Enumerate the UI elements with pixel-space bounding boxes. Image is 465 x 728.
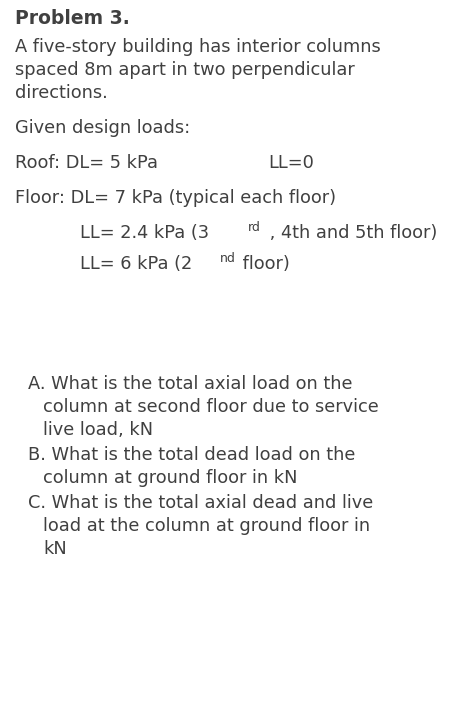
Text: live load, kN: live load, kN	[43, 421, 153, 439]
Text: Roof: DL= 5 kPa: Roof: DL= 5 kPa	[15, 154, 158, 172]
Text: column at ground floor in kN: column at ground floor in kN	[43, 469, 298, 487]
Text: Given design loads:: Given design loads:	[15, 119, 190, 137]
Text: nd: nd	[220, 252, 236, 265]
Text: C. What is the total axial dead and live: C. What is the total axial dead and live	[28, 494, 373, 512]
Text: Problem 3.: Problem 3.	[15, 9, 130, 28]
Text: A. What is the total axial load on the: A. What is the total axial load on the	[28, 375, 352, 393]
Text: A five-story building has interior columns: A five-story building has interior colum…	[15, 38, 381, 56]
Text: floor): floor)	[237, 255, 290, 273]
Text: LL=0: LL=0	[268, 154, 314, 172]
Text: kN: kN	[43, 540, 66, 558]
Text: LL= 2.4 kPa (3: LL= 2.4 kPa (3	[80, 224, 209, 242]
Text: column at second floor due to service: column at second floor due to service	[43, 398, 379, 416]
Text: directions.: directions.	[15, 84, 108, 102]
Text: LL= 6 kPa (2: LL= 6 kPa (2	[80, 255, 192, 273]
Text: spaced 8m apart in two perpendicular: spaced 8m apart in two perpendicular	[15, 61, 355, 79]
Text: Floor: DL= 7 kPa (typical each floor): Floor: DL= 7 kPa (typical each floor)	[15, 189, 336, 207]
Text: , 4th and 5th floor): , 4th and 5th floor)	[264, 224, 438, 242]
Text: rd: rd	[248, 221, 261, 234]
Text: B. What is the total dead load on the: B. What is the total dead load on the	[28, 446, 355, 464]
Text: load at the column at ground floor in: load at the column at ground floor in	[43, 517, 370, 535]
